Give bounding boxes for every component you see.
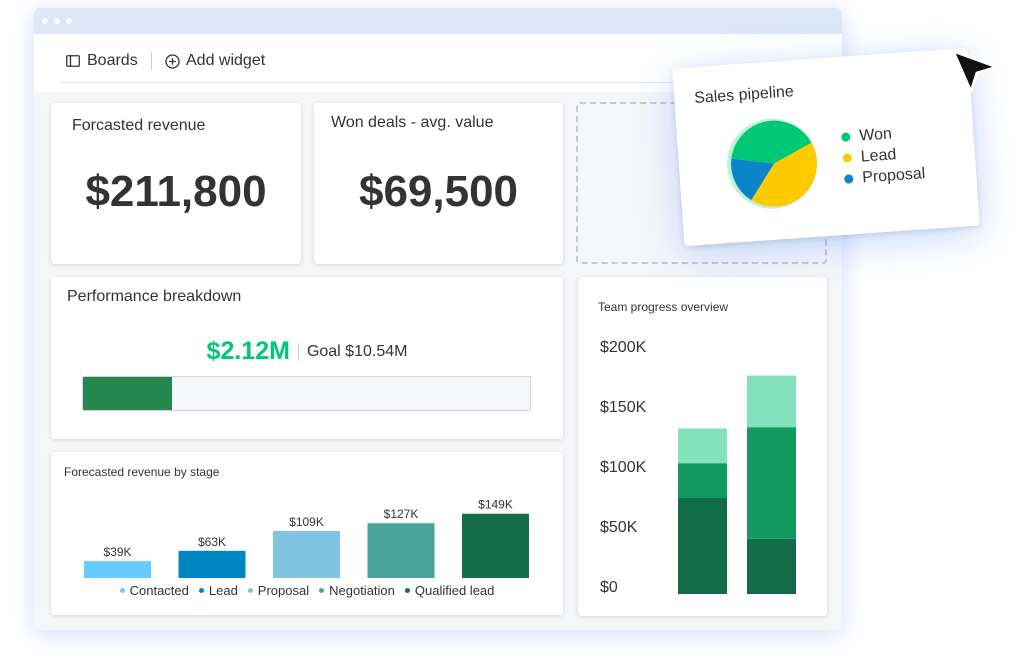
- legend-label: Won: [858, 124, 893, 145]
- legend-dot: [198, 588, 204, 593]
- legend-label: Lead: [208, 583, 238, 598]
- stacked-bar-segment[interactable]: [678, 463, 727, 498]
- stacked-bar-segment[interactable]: [747, 427, 796, 539]
- legend-dot: [843, 174, 854, 184]
- legend-dot: [247, 588, 253, 593]
- toolbar-divider: [151, 52, 152, 70]
- stage-bar-label: $127K: [384, 507, 419, 521]
- toolbar-underline: [60, 82, 814, 83]
- stacked-bar-segment[interactable]: [747, 538, 796, 594]
- forecasted-revenue-widget[interactable]: Forcasted revenue $211,800: [51, 103, 301, 264]
- stage-bar[interactable]: [273, 530, 340, 578]
- legend-item: Contacted: [119, 583, 189, 598]
- y-tick-label: $50K: [600, 519, 638, 536]
- widget-title: Team progress overview: [598, 300, 729, 314]
- add-widget-label: Add widget: [186, 52, 266, 69]
- y-tick-label: $200K: [600, 339, 647, 356]
- legend-item: Lead: [198, 583, 238, 598]
- performance-progress-bar: [82, 376, 531, 411]
- stage-bar[interactable]: [367, 523, 435, 578]
- legend-dot: [404, 588, 410, 593]
- boards-label: Boards: [87, 52, 138, 69]
- won-deals-value: $69,500: [358, 167, 519, 216]
- legend-label: Proposal: [861, 164, 926, 187]
- sales-pipeline-legend: Won Lead Proposal: [841, 121, 926, 190]
- legend-dot: [841, 132, 851, 142]
- team-progress-widget[interactable]: Team progress overview $200K $150K $100K $5…: [578, 277, 827, 616]
- stage-bar-label: $149K: [478, 498, 513, 512]
- stage-bar[interactable]: [178, 550, 246, 578]
- revenue-by-stage-chart: $39K $63K $109K $127K $149K: [84, 498, 529, 578]
- legend-label: Lead: [860, 145, 897, 166]
- revenue-by-stage-widget[interactable]: Forecasted revenue by stage $39K $63K $109…: [51, 452, 563, 615]
- revenue-by-stage-legend: Contacted Lead Proposal Negotiation Qualifie…: [51, 583, 563, 598]
- pie-slice[interactable]: [729, 118, 813, 167]
- stage-bar-label: $39K: [103, 545, 131, 559]
- stage-bar-label: $109K: [289, 515, 324, 529]
- forecasted-revenue-value: $211,800: [85, 167, 267, 216]
- window-dot[interactable]: [42, 18, 48, 24]
- widget-title: Forcasted revenue: [72, 117, 206, 134]
- window-dot[interactable]: [54, 18, 60, 24]
- performance-divider: [297, 342, 299, 361]
- performance-value: $2.12M: [206, 337, 290, 365]
- mouse-pointer-icon: [951, 49, 999, 94]
- window-dot[interactable]: [66, 18, 72, 24]
- legend-item: Negotiation: [319, 583, 395, 598]
- performance-goal: Goal $10.54M: [306, 342, 408, 360]
- y-tick-label: $100K: [600, 459, 647, 476]
- add-widget-button[interactable]: Add widget: [165, 52, 265, 70]
- board-icon: [66, 55, 80, 67]
- stacked-bar-segment[interactable]: [678, 498, 727, 594]
- stacked-bar-segment[interactable]: [747, 375, 796, 428]
- performance-summary: $2.12M Goal $10.54M: [51, 337, 563, 366]
- sales-pipeline-widget[interactable]: Sales pipeline Won Lead Proposal: [672, 47, 980, 247]
- stacked-bar-segment[interactable]: [678, 428, 727, 464]
- y-tick-label: $150K: [600, 399, 647, 416]
- legend-label: Negotiation: [329, 583, 395, 598]
- legend-item: Proposal: [247, 583, 310, 598]
- won-deals-widget[interactable]: Won deals - avg. value $69,500: [314, 103, 563, 264]
- team-progress-chart: [678, 375, 796, 594]
- legend-dot: [319, 588, 325, 593]
- sales-pipeline-pie: [727, 118, 820, 209]
- boards-button[interactable]: Boards: [66, 52, 138, 70]
- legend-dot: [119, 588, 125, 593]
- legend-dot: [842, 153, 853, 163]
- performance-breakdown-widget[interactable]: Performance breakdown $2.12M Goal $10.54…: [51, 277, 563, 439]
- stage-bar-label: $63K: [198, 535, 226, 549]
- stage-bar[interactable]: [84, 561, 151, 578]
- plus-circle-icon: [165, 53, 180, 69]
- stage-bar[interactable]: [462, 513, 529, 578]
- window-titlebar: [34, 8, 842, 34]
- widget-title: Forecasted revenue by stage: [64, 465, 220, 479]
- pie-slice[interactable]: [748, 142, 820, 208]
- legend-item: Qualified lead: [404, 583, 495, 598]
- legend-label: Proposal: [257, 583, 310, 598]
- widget-title: Won deals - avg. value: [331, 114, 494, 131]
- performance-progress-fill: [83, 377, 173, 410]
- legend-label: Contacted: [129, 583, 189, 598]
- y-tick-label: $0: [600, 579, 618, 596]
- pie-slice[interactable]: [731, 156, 777, 202]
- widget-title: Performance breakdown: [67, 288, 242, 305]
- legend-label: Qualified lead: [414, 583, 495, 598]
